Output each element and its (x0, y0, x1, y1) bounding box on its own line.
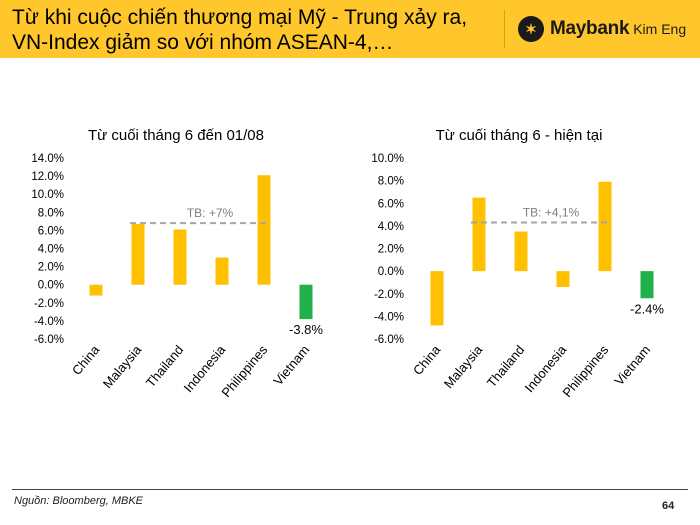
slide-title-line-2: VN-Index giảm so với nhóm ASEAN-4,… (12, 31, 394, 54)
chart-2-bar-china (430, 271, 444, 326)
chart-1-category-label: Thailand (143, 342, 187, 390)
chart-1-bar-malaysia (131, 224, 145, 285)
chart-1-y-tick-label: 10.0% (31, 189, 64, 201)
chart-2-data-label: -2.4% (630, 301, 664, 316)
header-divider (504, 10, 505, 48)
chart-2-bar-malaysia (472, 197, 486, 272)
chart-1-title: Từ cuối tháng 6 đến 01/08 (88, 127, 264, 144)
chart-2-y-tick-label: 4.0% (378, 221, 404, 233)
chart-1-average-label: TB: +7% (187, 206, 234, 220)
chart-2-category-label: China (410, 342, 444, 378)
logo-subname: Kim Eng (633, 21, 687, 37)
chart-2-bar-indonesia (556, 271, 570, 287)
chart-1-y-tick-label: 12.0% (31, 171, 64, 183)
chart-1-y-tick-label: 0.0% (38, 280, 64, 292)
chart-1-category-label: Vietnam (270, 342, 312, 388)
chart-1-y-tick-label: -4.0% (34, 316, 64, 328)
chart-2-y-tick-label: 8.0% (378, 176, 404, 188)
chart-1-bar-china (89, 284, 103, 296)
footer-divider (12, 489, 688, 490)
chart-2-y-tick-label: -2.0% (374, 289, 404, 301)
chart-2-y-tick-label: -6.0% (374, 334, 404, 346)
chart-1-y-tick-label: 6.0% (38, 225, 64, 237)
chart-2-bar-philippines (598, 181, 612, 272)
chart-2-y-tick-label: 10.0% (371, 153, 404, 165)
maybank-logo: ✶ Maybank Kim Eng (518, 14, 686, 44)
chart-2-title: Từ cuối tháng 6 - hiện tại (436, 127, 603, 144)
source-note: Nguồn: Bloomberg, MBKE (14, 495, 144, 507)
chart-1-category-label: Malaysia (100, 342, 145, 392)
chart-1-y-tick-label: -6.0% (34, 334, 64, 346)
page-number: 64 (662, 500, 675, 512)
slide-title-line-1: Từ khi cuộc chiến thương mại Mỹ - Trung … (12, 6, 468, 29)
chart-1-y-tick-label: 4.0% (38, 244, 64, 256)
chart-1-y-tick-label: 14.0% (31, 153, 64, 165)
chart-1-category-label: China (69, 342, 103, 378)
chart-2-y-tick-label: 6.0% (378, 198, 404, 210)
chart-2-bar-vietnam (640, 271, 654, 299)
chart-1-bar-philippines (257, 175, 271, 285)
chart-2-average-label: TB: +4,1% (523, 205, 580, 219)
chart-2-y-tick-label: -4.0% (374, 311, 404, 323)
chart-2-category-label: Malaysia (441, 342, 486, 392)
header-banner: Từ khi cuộc chiến thương mại Mỹ - Trung … (0, 0, 700, 58)
chart-1-y-tick-label: -2.0% (34, 298, 64, 310)
chart-2-y-tick-label: 0.0% (378, 266, 404, 278)
chart-2-y-tick-label: 2.0% (378, 244, 404, 256)
chart-1-data-label: -3.8% (289, 322, 323, 337)
chart-2-category-label: Vietnam (611, 342, 653, 388)
chart-1-bar-vietnam (299, 284, 313, 320)
chart-2-bar-thailand (514, 231, 528, 272)
tiger-icon: ✶ (518, 16, 544, 42)
logo-name: Maybank (550, 18, 630, 39)
chart-1-y-tick-label: 8.0% (38, 207, 64, 219)
chart-1-bar-thailand (173, 229, 187, 285)
chart-1-y-tick-label: 2.0% (38, 262, 64, 274)
chart-2-category-label: Thailand (484, 342, 528, 390)
chart-1-bar-indonesia (215, 257, 229, 285)
